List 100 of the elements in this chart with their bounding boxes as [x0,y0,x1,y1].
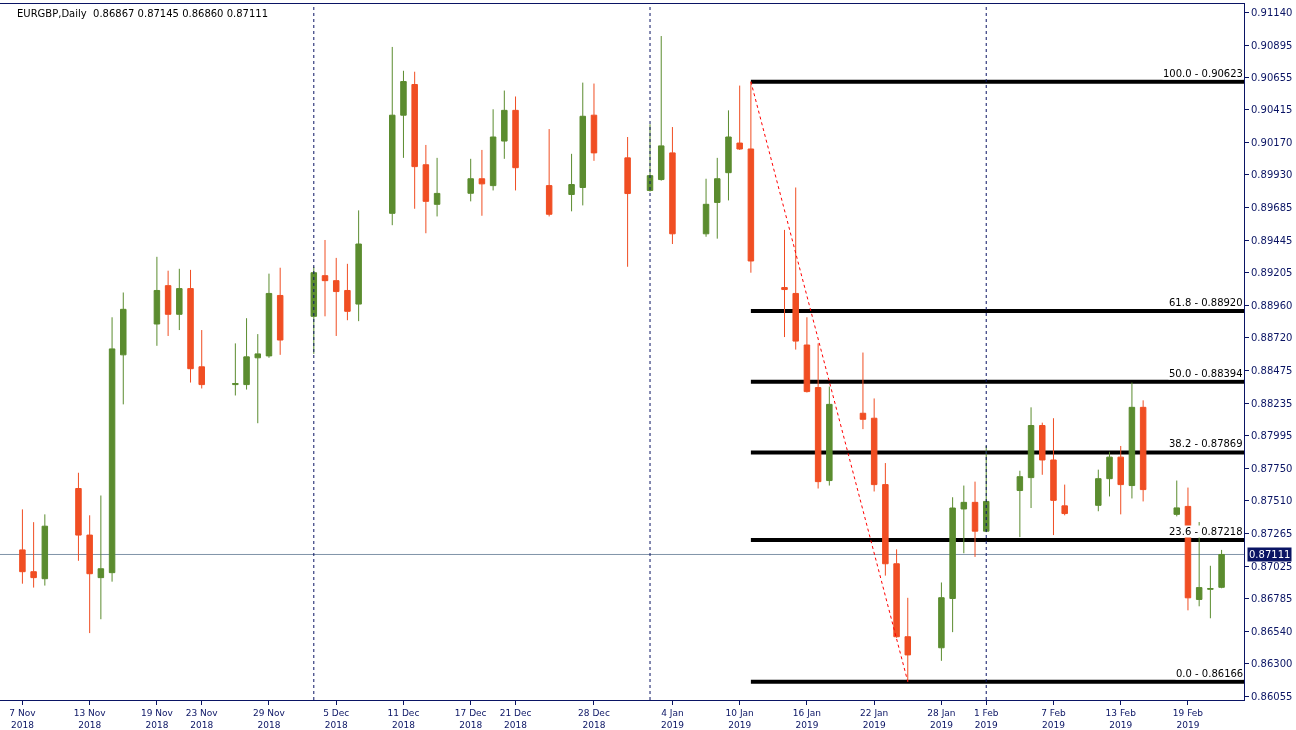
candlestick [545,128,553,217]
x-tick-label: 13 Nov 2018 [73,707,107,730]
candlestick [590,83,598,162]
candlestick [859,352,867,430]
chart-title: EURGBP,Daily 0.86867 0.87145 0.86860 0.87111 [17,8,269,19]
ref-line-label: 0.87111 [1249,549,1291,560]
candlestick [512,95,519,191]
y-tick-label: 0.87750 [1251,462,1293,474]
candlestick [781,229,788,338]
x-tick-label: 7 Nov 2018 [9,707,37,730]
x-tick-label: 7 Feb 2019 [1041,707,1067,730]
candlestick [1139,399,1147,502]
x-tick-label: 4 Jan 2019 [660,707,685,730]
y-tick-label: 0.86540 [1251,625,1293,637]
y-tick-label: 0.88720 [1251,332,1293,344]
y-tick-label: 0.90415 [1251,104,1293,116]
candlestick [747,81,755,274]
candlestick [982,445,990,533]
candlestick [97,495,105,620]
x-tick-label: 10 Jan 2019 [725,707,754,730]
candlestick [792,186,799,351]
candlestick [310,266,318,355]
candlestick [276,267,284,356]
candlestick [882,462,889,577]
candlestick [176,268,183,331]
x-tick-label: 29 Nov 2018 [253,707,286,730]
candlestick [321,239,329,317]
y-tick-label: 0.86785 [1251,592,1293,604]
annotation: 61.8 - 0.88920 [1169,297,1243,308]
y-tick-label: 0.87510 [1251,495,1293,507]
candlestick [411,71,418,210]
candlestick [657,35,665,182]
annotation: 23.6 - 0.87218 [1169,526,1243,537]
candlestick [702,178,710,238]
candlestick [120,292,127,405]
candlestick [1117,445,1124,515]
x-tick-label: 22 Jan 2019 [860,707,889,730]
candlestick [803,316,811,394]
candlestick [332,257,340,337]
x-tick-label: 11 Dec 2018 [387,707,420,730]
candlestick [736,85,743,151]
candlestick [75,472,82,562]
candlestick [971,481,979,558]
y-tick-label: 0.86055 [1251,691,1293,703]
candlestick [1195,521,1203,607]
candlestick [960,485,968,554]
x-tick-label: 17 Dec 2018 [454,707,487,730]
y-tick-label: 0.90170 [1251,137,1293,149]
candlestick [389,46,396,226]
y-tick-label: 0.89685 [1251,202,1293,214]
x-tick-label: 19 Nov 2018 [140,707,174,730]
annotation: 38.2 - 0.87869 [1169,438,1243,449]
candlestick [1218,549,1225,589]
x-tick-label: 19 Feb 2019 [1172,707,1204,730]
y-tick-label: 0.89930 [1251,169,1293,181]
x-tick-label: 13 Feb 2019 [1105,707,1137,730]
annotation: 100.0 - 0.90623 [1163,68,1243,79]
candlestick [467,158,474,202]
y-tick-label: 0.86300 [1251,658,1293,670]
candlestick [108,316,116,583]
x-tick-label: 16 Jan 2019 [792,707,822,730]
candlestick [568,153,575,212]
candlestick [1061,484,1068,516]
candlestick [41,513,49,587]
y-tick-label: 0.91140 [1251,6,1293,18]
y-tick-label: 0.87025 [1251,560,1293,572]
candlestick [243,317,250,391]
y-tick-label: 0.90895 [1251,39,1293,51]
candlestick [714,157,721,240]
y-tick-label: 0.87265 [1251,528,1293,540]
candlestick [725,109,732,201]
candlestick [624,136,631,268]
y-tick-label: 0.88475 [1251,365,1293,377]
candlestick [938,581,945,662]
candlestick [400,70,407,159]
candlestick [1050,417,1057,536]
candlestick [1128,382,1136,499]
y-tick-label: 0.88235 [1251,397,1293,409]
candlestick [1095,469,1102,512]
candlestick [19,508,26,585]
candlestick [1106,451,1113,497]
candlestick [814,342,822,490]
candlestick [30,521,37,589]
x-tick-label: 5 Dec 2018 [323,707,350,730]
candlestick [1173,480,1180,517]
candlestick [1039,422,1046,476]
candlestick [478,149,486,217]
candlestick [433,157,441,217]
candlestick [870,397,878,492]
candlestick [1027,406,1035,509]
y-tick-label: 0.87995 [1251,429,1293,441]
candlestick [579,82,587,206]
candlestick [164,270,172,337]
candlestick [344,263,351,321]
annotation: 50.0 - 0.88394 [1169,368,1243,379]
candlestick [893,548,900,639]
x-tick-label: 23 Nov 2018 [185,707,219,730]
y-tick-label: 0.89445 [1251,234,1293,246]
candlestick [198,329,205,389]
candlestick [355,209,362,322]
